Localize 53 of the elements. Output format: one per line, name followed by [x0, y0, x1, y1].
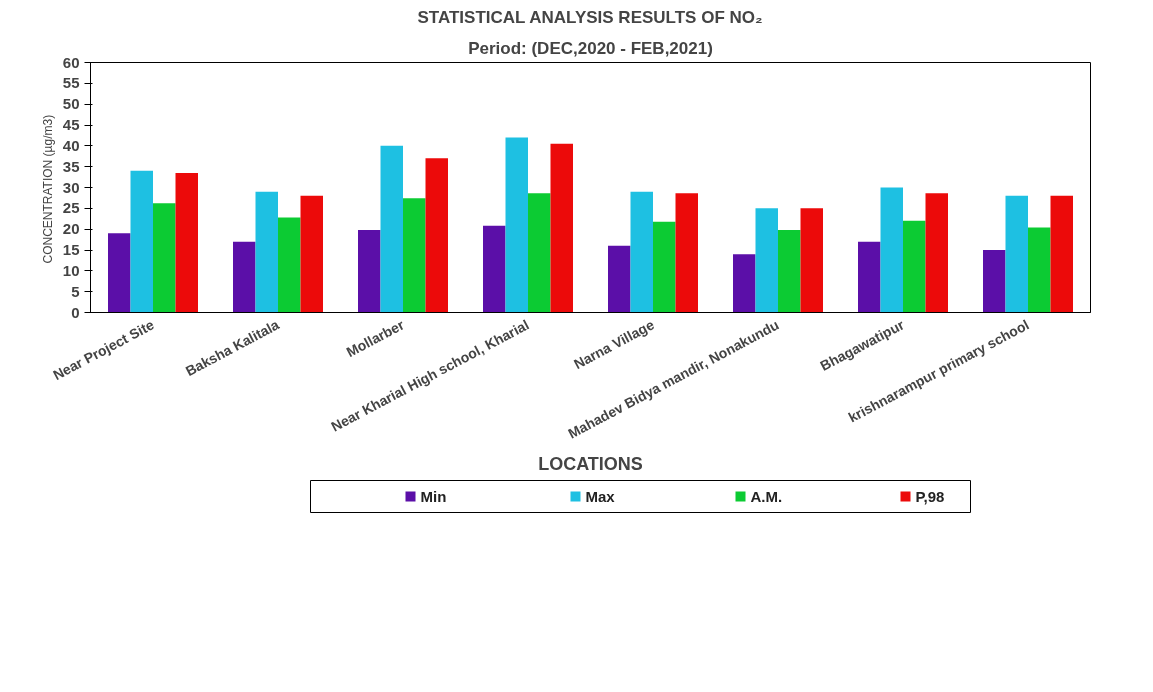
bar: [300, 195, 323, 313]
bar: [800, 208, 823, 313]
legend-label: Min: [420, 488, 447, 505]
legend-label: A.M.: [750, 488, 783, 505]
y-tick-label: 15: [62, 241, 80, 258]
bar: [675, 193, 698, 313]
bar: [528, 193, 551, 313]
y-tick-label: 60: [62, 53, 80, 71]
chart-title: STATISTICAL ANALYSIS RESULTS OF NO₂: [417, 7, 763, 27]
x-axis-title: LOCATIONS: [538, 453, 643, 474]
bar: [233, 241, 256, 313]
bar: [983, 250, 1006, 313]
bar: [630, 191, 653, 313]
legend-label: P,98: [915, 488, 945, 505]
y-tick-label: 50: [62, 95, 80, 113]
bar: [858, 241, 881, 313]
bar: [425, 158, 448, 313]
bar: [130, 170, 153, 313]
bar: [358, 230, 381, 313]
bar: [108, 233, 131, 313]
bar: [153, 203, 176, 313]
y-tick-label: 40: [62, 136, 80, 154]
y-tick-label: 30: [62, 178, 80, 196]
y-tick-label: 25: [62, 199, 80, 217]
bar: [380, 145, 403, 313]
y-tick-label: 0: [71, 303, 80, 321]
bar: [1028, 227, 1051, 313]
bar: [403, 198, 426, 313]
bar: [505, 137, 528, 313]
bar: [255, 191, 278, 313]
y-tick-label: 55: [62, 74, 80, 92]
bar: [755, 208, 778, 313]
bar: [1050, 195, 1073, 313]
bar: [278, 217, 301, 313]
legend-label: Max: [585, 488, 616, 505]
bar: [778, 230, 801, 313]
y-axis-title: CONCENTRATION (µg/m3): [40, 114, 55, 264]
bar: [880, 187, 903, 313]
y-tick-label: 5: [71, 282, 80, 300]
bar: [925, 193, 948, 313]
y-tick-label: 20: [62, 220, 80, 238]
bar: [733, 254, 756, 313]
bar: [483, 225, 506, 313]
bar: [653, 221, 676, 313]
bar: [550, 143, 573, 313]
y-tick-label: 35: [62, 157, 80, 175]
bar: [1005, 195, 1028, 313]
y-tick-label: 10: [62, 261, 80, 279]
bar: [903, 220, 926, 313]
chart-subtitle: Period: (DEC,2020 - FEB,2021): [468, 38, 713, 58]
bar: [608, 245, 631, 313]
bar: [175, 172, 198, 313]
y-tick-label: 45: [62, 116, 80, 133]
